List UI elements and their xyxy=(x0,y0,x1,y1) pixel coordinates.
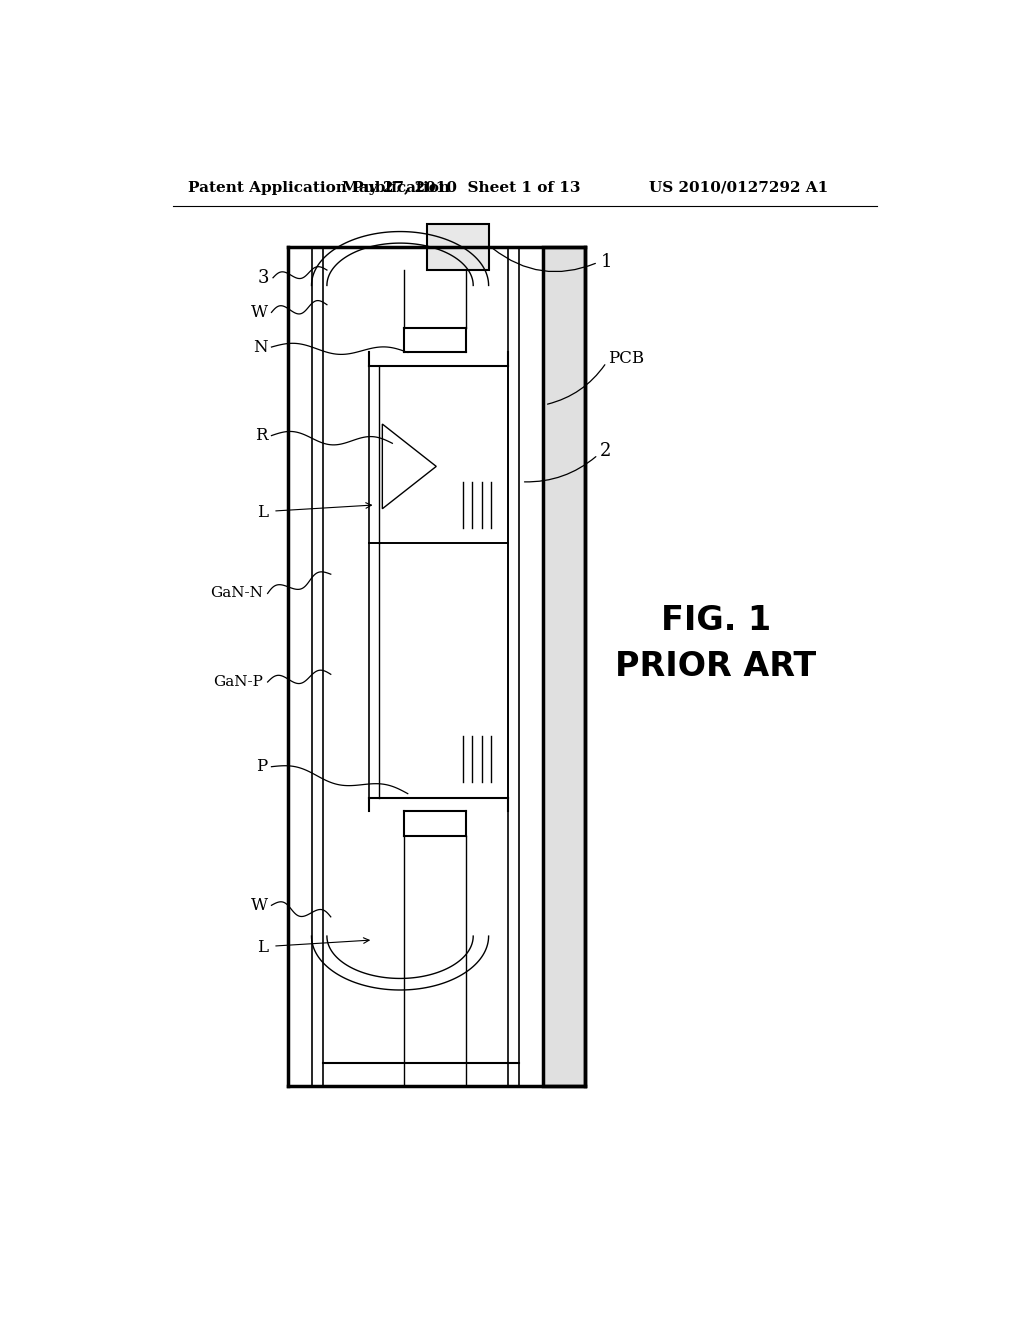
Text: Patent Application Publication: Patent Application Publication xyxy=(188,181,451,194)
Text: 3: 3 xyxy=(258,269,269,286)
Text: R: R xyxy=(255,428,267,444)
Text: May 27, 2010  Sheet 1 of 13: May 27, 2010 Sheet 1 of 13 xyxy=(342,181,581,194)
Text: 1: 1 xyxy=(600,253,611,272)
Text: L: L xyxy=(257,939,267,956)
Bar xyxy=(427,224,488,271)
Text: N: N xyxy=(253,338,267,355)
Text: US 2010/0127292 A1: US 2010/0127292 A1 xyxy=(649,181,828,194)
Text: FIG. 1: FIG. 1 xyxy=(660,605,771,638)
Text: GaN-P: GaN-P xyxy=(213,675,263,689)
Text: L: L xyxy=(257,504,267,521)
Bar xyxy=(543,247,585,1086)
Text: PRIOR ART: PRIOR ART xyxy=(615,651,816,684)
Text: PCB: PCB xyxy=(608,350,644,367)
Text: 2: 2 xyxy=(600,442,611,459)
Text: GaN-N: GaN-N xyxy=(210,586,263,601)
Text: W: W xyxy=(251,896,267,913)
Text: P: P xyxy=(256,758,267,775)
Text: W: W xyxy=(251,304,267,321)
